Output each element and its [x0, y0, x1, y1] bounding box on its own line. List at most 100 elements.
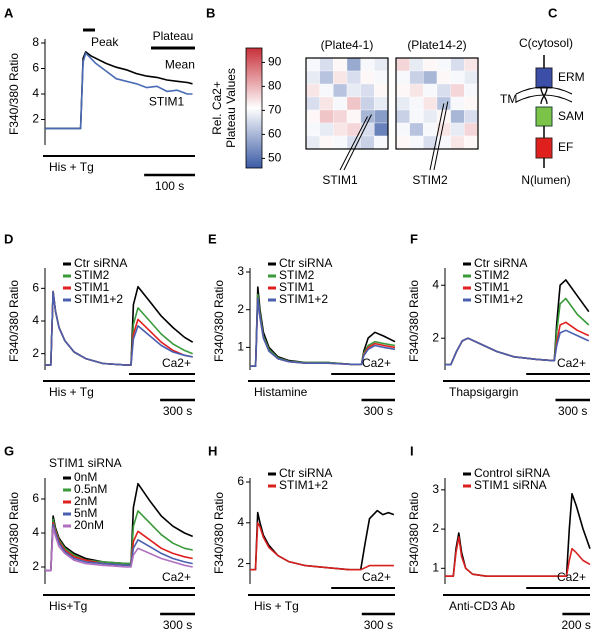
plate-annotation: STIM2: [412, 173, 448, 187]
y-tick-label: 4: [32, 525, 39, 539]
heat-cell: [450, 135, 465, 150]
panel-letter: A: [4, 5, 14, 20]
heat-cell: [395, 70, 410, 85]
heat-cell: [319, 83, 334, 98]
annotation: Peak: [91, 35, 119, 49]
legend-label: 2nM: [74, 494, 97, 508]
heat-cell: [374, 135, 389, 150]
heat-cell: [346, 57, 361, 72]
heat-cell: [409, 83, 424, 98]
legend-title: STIM1 siRNA: [49, 456, 122, 470]
trace: [45, 527, 193, 572]
scale-label: 300 s: [163, 618, 192, 632]
colorbar: [245, 47, 263, 169]
plate-title: (Plate14-2): [407, 38, 466, 52]
heat-cell: [464, 122, 479, 137]
heat-cell: [305, 109, 320, 124]
membrane: [515, 86, 573, 103]
plate-annotation: STIM1: [322, 173, 358, 187]
heat-cell: [333, 122, 348, 137]
y-tick-label: 8: [32, 35, 39, 49]
trace: [250, 509, 395, 571]
heat-cell: [450, 70, 465, 85]
legend-label: STIM2: [74, 268, 110, 282]
legend-label: STIM1+2: [279, 292, 328, 306]
heat-cell: [409, 135, 424, 150]
heat-cell: [346, 70, 361, 85]
colorbar-label: Plateau Values: [224, 68, 238, 148]
colorbar-tick-label: 70: [268, 103, 282, 117]
scale-label: 300 s: [163, 404, 192, 418]
heat-cell: [436, 70, 451, 85]
annotation: Plateau: [153, 29, 194, 43]
heat-cell: [333, 57, 348, 72]
y-tick-label: 6: [32, 491, 39, 505]
heat-cell: [333, 96, 348, 111]
y-tick-label: 3: [237, 264, 244, 278]
ca-label: Ca2+: [557, 356, 586, 370]
ca-label: Ca2+: [162, 356, 191, 370]
treatment-label: His + Tg: [49, 160, 94, 174]
heat-cell: [464, 70, 479, 85]
trace: [250, 297, 396, 367]
y-axis-label: F340/380 Ratio: [7, 492, 21, 574]
legend-label: Ctr siRNA: [474, 256, 527, 270]
y-tick-label: 3: [432, 482, 439, 496]
colorbar-label: Rel. Ca2+: [210, 81, 224, 135]
ca-label: Ca2+: [162, 570, 191, 584]
heat-cell: [305, 135, 320, 150]
domain-label: ERM: [558, 70, 585, 84]
legend-label: STIM1+2: [74, 292, 123, 306]
heat-cell: [409, 122, 424, 137]
legend-label: STIM2: [279, 268, 315, 282]
panel-letter: G: [4, 443, 14, 458]
panel-letter: H: [208, 443, 217, 458]
y-tick-label: 2: [237, 302, 244, 316]
trace: [45, 52, 193, 130]
legend-label: 0.5nM: [74, 482, 107, 496]
pointer: [433, 101, 449, 171]
ca-label: Ca2+: [362, 356, 391, 370]
legend-label: STIM1 siRNA: [474, 478, 547, 492]
y-tick-label: 2: [432, 521, 439, 535]
heat-cell: [360, 83, 375, 98]
y-tick-label: 6: [237, 474, 244, 488]
legend-label: Ctr siRNA: [74, 256, 127, 270]
panel-letter: C: [548, 5, 558, 20]
heat-cell: [374, 70, 389, 85]
heat-cell: [395, 135, 410, 150]
heat-cell: [374, 109, 389, 124]
diagram-label: TM: [500, 92, 517, 106]
heat-cell: [423, 83, 438, 98]
scale-label: 300 s: [558, 404, 587, 418]
heat-cell: [319, 70, 334, 85]
y-axis-label: F340/380 Ratio: [212, 492, 226, 574]
heat-cell: [464, 96, 479, 111]
domain-diagram: C C(cytosol) ERM TM SAM EF N(lumen): [500, 5, 585, 187]
colorbar-tick-label: 80: [268, 79, 282, 93]
heat-cell: [423, 96, 438, 111]
treatment-label: His + Tg: [49, 385, 94, 399]
y-tick-label: 6: [32, 61, 39, 75]
treatment-label: Thapsigargin: [449, 385, 518, 399]
ef-box: [535, 137, 553, 159]
heat-cell: [333, 109, 348, 124]
heat-cell: [319, 96, 334, 111]
legend-label: 20nM: [74, 518, 104, 532]
y-tick-label: 2: [32, 112, 39, 126]
plate-frame: [395, 57, 479, 150]
heat-cell: [409, 109, 424, 124]
domain-label: SAM: [558, 109, 584, 123]
heat-cell: [374, 122, 389, 137]
heat-cell: [319, 122, 334, 137]
heat-cell: [395, 57, 410, 72]
heat-cell: [360, 57, 375, 72]
treatment-label: Anti-CD3 Ab: [449, 599, 515, 613]
y-tick-label: 1: [432, 560, 439, 574]
legend-label: STIM1: [474, 280, 510, 294]
colorbar-tick-label: 60: [268, 127, 282, 141]
y-axis-label: F340/380 Ratio: [407, 280, 421, 362]
series-label: STIM1: [149, 95, 185, 109]
heat-cell: [450, 83, 465, 98]
